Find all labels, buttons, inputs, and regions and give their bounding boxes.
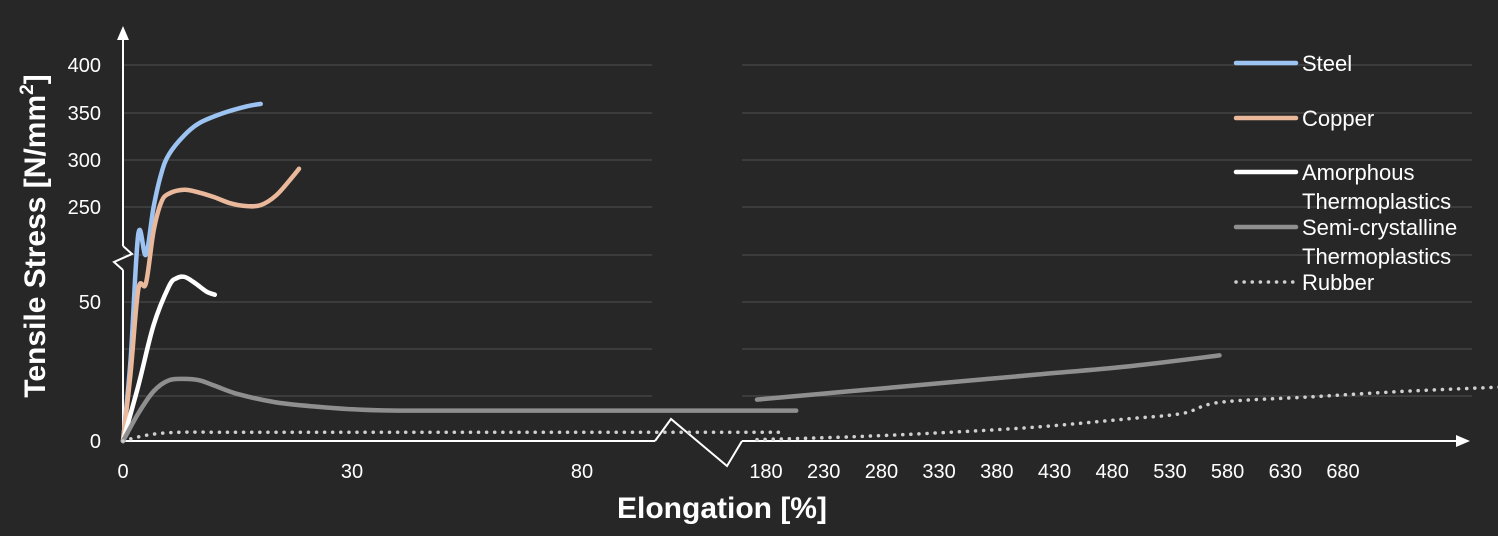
x-tick-label-380: 380 bbox=[980, 461, 1013, 483]
legend-label-steel: Steel bbox=[1302, 51, 1352, 76]
y-axis-title-main: Tensile Stress [N/mm bbox=[19, 95, 52, 398]
y-axis-title-superscript: 2 bbox=[17, 84, 38, 95]
y-axis-break-mark bbox=[112, 245, 134, 271]
x-tick-label-480: 480 bbox=[1096, 461, 1129, 483]
legend-label-line: Copper bbox=[1302, 106, 1374, 131]
x-axis-arrowhead bbox=[1456, 435, 1470, 447]
legend-label-amorphous-thermoplastics: Amorphous Thermoplastics bbox=[1302, 160, 1451, 214]
x-tick-label-180: 180 bbox=[749, 461, 782, 483]
legend-label-line: Semi-crystalline bbox=[1302, 215, 1457, 240]
y-tick-label-300: 300 bbox=[68, 150, 101, 172]
legend-label-line: Steel bbox=[1302, 51, 1352, 76]
y-tick-label-400: 400 bbox=[68, 55, 101, 77]
x-tick-label-630: 630 bbox=[1269, 461, 1302, 483]
y-tick-label-250: 250 bbox=[68, 197, 101, 219]
tick-labels: 0 50 250 300 350 400 0 30 80 180 230 280 330 380 430 48… bbox=[68, 55, 1360, 483]
legend-label-rubber: Rubber bbox=[1302, 270, 1374, 295]
y-tick-label-50: 50 bbox=[79, 292, 101, 314]
x-tick-label-580: 580 bbox=[1211, 461, 1244, 483]
legend-label-semi-crystalline-thermoplastics: Semi-crystalline Thermoplastics bbox=[1302, 215, 1457, 269]
x-tick-label-230: 230 bbox=[807, 461, 840, 483]
plot-area bbox=[120, 101, 1498, 444]
series-line-semi-crystalline-thermoplastics-right bbox=[754, 353, 1222, 402]
gridlines bbox=[123, 64, 1472, 397]
legend-label-line: Amorphous bbox=[1302, 160, 1415, 185]
y-axis-title-end: ] bbox=[19, 74, 52, 84]
series-line-steel-left bbox=[120, 101, 263, 444]
x-tick-label-0: 0 bbox=[117, 461, 128, 483]
x-axis-title: Elongation [%] bbox=[617, 492, 827, 525]
series-line-rubber-right bbox=[755, 385, 1498, 442]
x-tick-label-330: 330 bbox=[922, 461, 955, 483]
series-line-rubber-left bbox=[121, 430, 783, 443]
legend-label-line: Thermoplastics bbox=[1302, 189, 1451, 214]
x-tick-label-30: 30 bbox=[341, 461, 363, 483]
y-axis-title: Tensile Stress [N/mm2] bbox=[17, 74, 52, 397]
y-tick-label-350: 350 bbox=[68, 103, 101, 125]
y-axis-arrowhead bbox=[117, 26, 129, 40]
axes bbox=[112, 26, 1470, 468]
legend-label-line: Rubber bbox=[1302, 270, 1374, 295]
x-tick-label-430: 430 bbox=[1038, 461, 1071, 483]
legend-label-line: Thermoplastics bbox=[1302, 244, 1451, 269]
x-axis-break-mark bbox=[654, 417, 743, 468]
series-line-amorphous-thermoplastics-left bbox=[120, 274, 218, 444]
legend-label-copper: Copper bbox=[1302, 106, 1374, 131]
x-tick-label-80: 80 bbox=[571, 461, 593, 483]
x-tick-label-280: 280 bbox=[865, 461, 898, 483]
x-tick-label-530: 530 bbox=[1153, 461, 1186, 483]
y-tick-label-0: 0 bbox=[90, 431, 101, 453]
series-line-copper-left bbox=[120, 166, 302, 444]
series-line-semi-crystalline-thermoplastics-left bbox=[120, 376, 799, 444]
x-tick-label-680: 680 bbox=[1326, 461, 1359, 483]
